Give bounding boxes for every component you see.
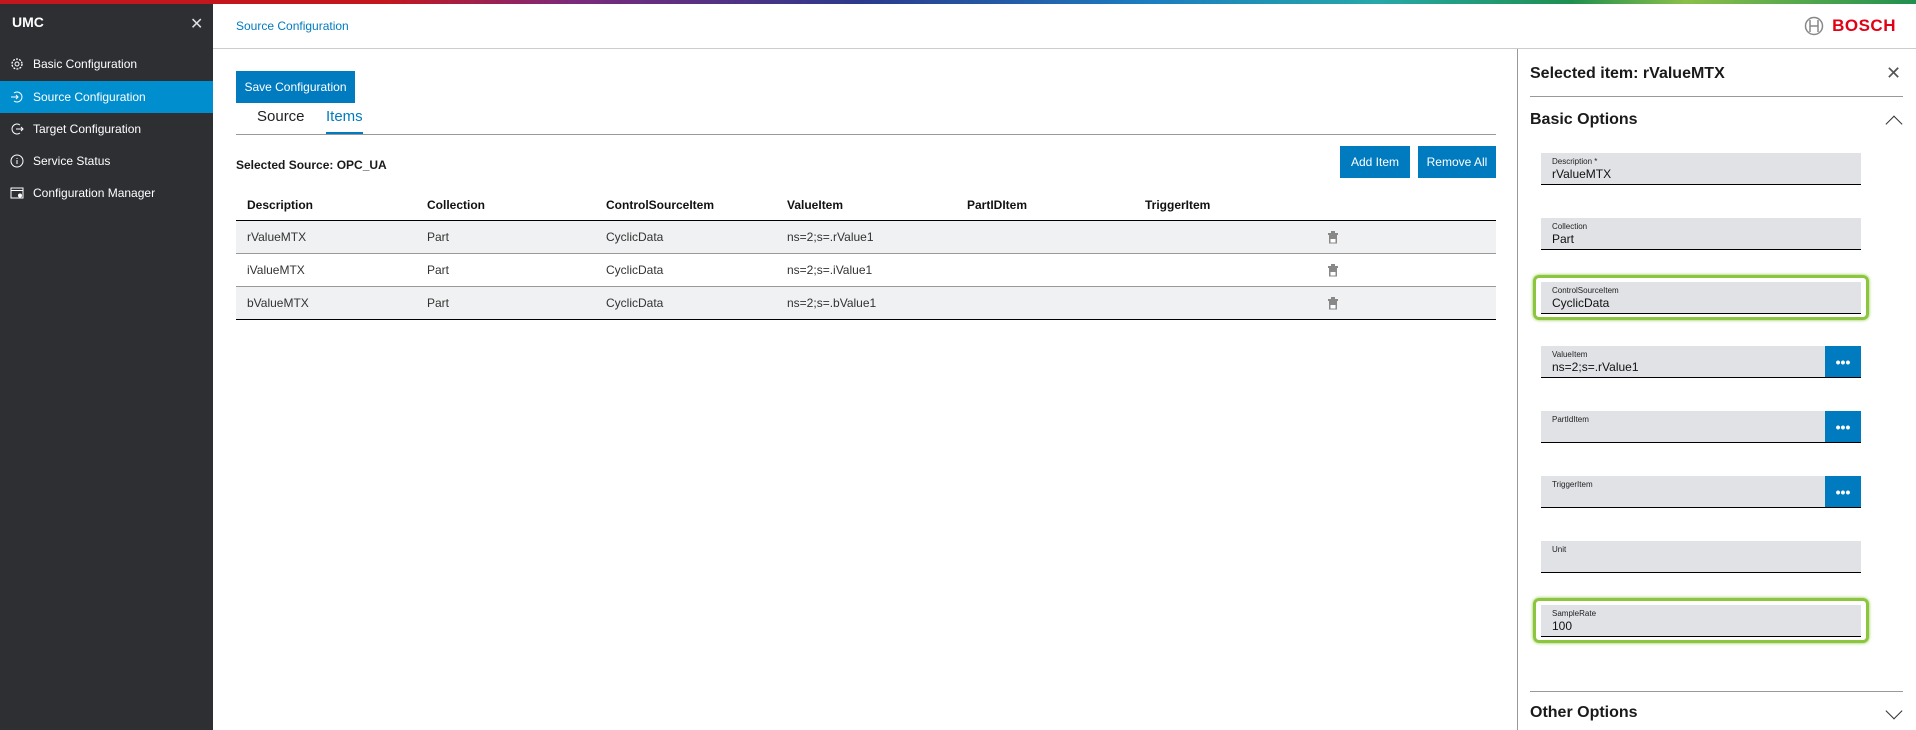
header: Source Configuration BOSCH [213,4,1916,49]
table-cell: iValueMTX [247,263,305,277]
config-manager-icon [9,185,25,201]
field-label: Unit [1552,545,1567,554]
browse-button[interactable]: ••• [1825,476,1861,507]
app-title: UMC [12,14,44,30]
sidebar: UMC ✕ Basic Configuration Source Configu… [0,4,213,730]
table-cell: ns=2;s=.iValue1 [787,263,873,277]
close-sidebar-button[interactable]: ✕ [190,16,204,33]
field-partiditem[interactable]: PartIdItem ••• [1541,411,1861,443]
table-header: Description Collection ControlSourceItem… [236,190,1496,221]
field-controlsourceitem[interactable]: ControlSourceItem CyclicData [1541,282,1861,314]
table-cell: bValueMTX [247,296,309,310]
table-cell: CyclicData [606,230,664,244]
active-tab-indicator [326,132,363,134]
field-label: SampleRate [1552,609,1597,618]
table-cell: CyclicData [606,263,664,277]
table-row[interactable]: bValueMTX Part CyclicData ns=2;s=.bValue1 [236,287,1496,320]
table-cell: Part [427,296,450,310]
other-options-header[interactable]: Other Options [1530,704,1638,721]
table-row[interactable]: iValueMTX Part CyclicData ns=2;s=.iValue1 [236,254,1496,287]
column-header: TriggerItem [1145,198,1211,212]
field-label: TriggerItem [1552,480,1593,489]
sidebar-item-label: Configuration Manager [33,186,156,200]
browse-button[interactable]: ••• [1825,411,1861,442]
field-value[interactable]: CyclicData [1552,296,1610,310]
brand-stripe [0,0,1916,4]
sidebar-item-basic-configuration[interactable]: Basic Configuration [0,48,213,80]
sidebar-item-service-status[interactable]: Service Status [0,145,213,177]
sidebar-item-target-configuration[interactable]: Target Configuration [0,113,213,145]
info-icon [9,153,25,169]
divider [1530,691,1903,692]
browse-button[interactable]: ••• [1825,346,1861,377]
column-header: Description [247,198,314,212]
trash-icon[interactable] [1328,296,1338,313]
trash-icon[interactable] [1328,230,1338,247]
item-details-panel: Selected item: rValueMTX ✕ Basic Options… [1517,49,1912,730]
chevron-up-icon[interactable] [1885,115,1903,133]
field-value[interactable]: 100 [1552,619,1573,633]
tab-source[interactable]: Source [257,108,305,125]
items-table: Description Collection ControlSourceItem… [236,190,1496,320]
field-unit[interactable]: Unit [1541,541,1861,573]
field-value[interactable]: rValueMTX [1552,167,1612,181]
field-value[interactable]: ns=2;s=.rValue1 [1552,360,1639,374]
field-label: Description * [1552,157,1598,166]
table-cell: ns=2;s=.rValue1 [787,230,874,244]
table-cell: Part [427,263,450,277]
trash-icon[interactable] [1328,263,1338,280]
sidebar-item-label: Basic Configuration [33,57,138,71]
field-value[interactable]: Part [1552,232,1575,246]
panel-title: Selected item: rValueMTX [1530,65,1725,82]
sidebar-item-label: Service Status [33,154,111,168]
sidebar-item-label: Target Configuration [33,122,142,136]
table-cell: ns=2;s=.bValue1 [787,296,877,310]
login-icon [9,89,25,105]
table-cell: Part [427,230,450,244]
field-collection[interactable]: Collection Part [1541,218,1861,250]
brand-name: BOSCH [1832,16,1896,35]
table-row[interactable]: rValueMTX Part CyclicData ns=2;s=.rValue1 [236,221,1496,254]
bosch-logo: BOSCH [1804,16,1896,36]
gear-icon [9,56,25,72]
column-header: Collection [427,198,486,212]
selected-source-label: Selected Source: OPC_UA [236,158,387,172]
tab-divider [236,134,1496,135]
field-label: PartIdItem [1552,415,1589,424]
column-header: PartIDItem [967,198,1028,212]
add-item-button[interactable]: Add Item [1340,146,1410,178]
field-label: Collection [1552,222,1588,231]
table-cell: rValueMTX [247,230,307,244]
highlight-outline [1533,275,1869,320]
field-samplerate[interactable]: SampleRate 100 [1541,605,1861,637]
chevron-down-icon[interactable] [1885,702,1903,720]
field-label: ValueItem [1552,350,1588,359]
field-valueitem[interactable]: ValueItem ns=2;s=.rValue1 ••• [1541,346,1861,378]
basic-options-header[interactable]: Basic Options [1530,111,1638,128]
table-cell: CyclicData [606,296,664,310]
remove-all-button[interactable]: Remove All [1418,146,1496,178]
field-description[interactable]: Description * rValueMTX [1541,153,1861,185]
field-label: ControlSourceItem [1552,286,1619,295]
column-header: ValueItem [787,198,844,212]
tab-items[interactable]: Items [326,108,363,125]
bosch-armature-icon [1804,16,1824,36]
close-panel-button[interactable]: ✕ [1886,63,1902,83]
save-configuration-button[interactable]: Save Configuration [236,71,355,103]
highlight-outline [1533,598,1869,643]
sidebar-item-source-configuration[interactable]: Source Configuration [0,81,213,113]
sidebar-item-label: Source Configuration [33,90,146,104]
column-header: ControlSourceItem [606,198,715,212]
breadcrumb[interactable]: Source Configuration [236,19,349,33]
sidebar-item-configuration-manager[interactable]: Configuration Manager [0,177,213,209]
logout-icon [9,121,25,137]
divider [1530,96,1903,97]
field-triggeritem[interactable]: TriggerItem ••• [1541,476,1861,508]
